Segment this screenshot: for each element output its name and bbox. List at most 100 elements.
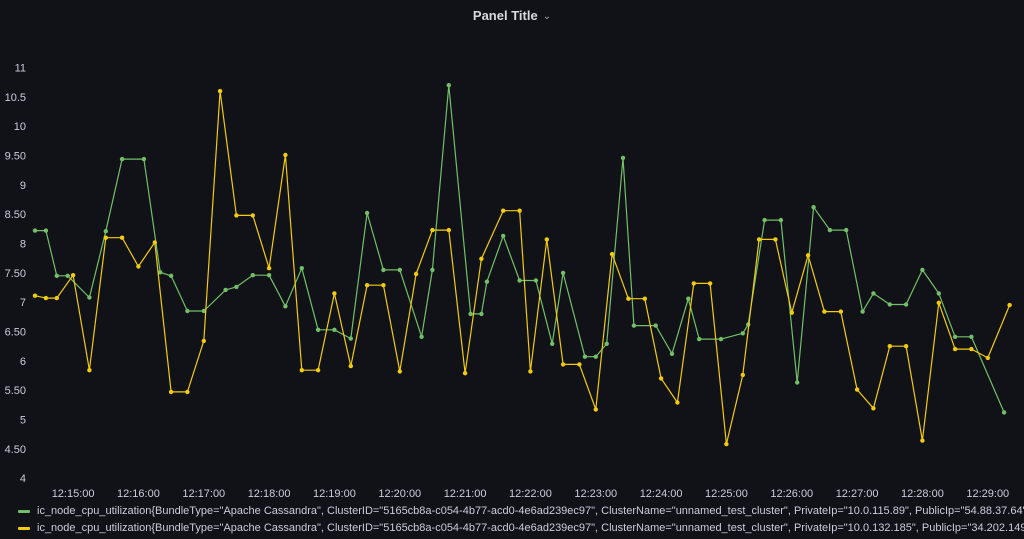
data-point <box>501 208 506 213</box>
data-point <box>778 217 784 223</box>
x-tick-label: 12:28:00 <box>901 488 944 500</box>
data-point <box>217 88 223 94</box>
chevron-down-icon[interactable]: ⌄ <box>542 10 552 22</box>
line-chart[interactable]: 4 4.50 5 5.50 6 6.50 7 7.50 8 8.50 9 9.50 10 10.5 11 12… <box>0 0 1024 500</box>
data-point <box>250 273 255 278</box>
data-point <box>152 240 157 245</box>
x-tick-label: 12:19:00 <box>313 488 356 500</box>
data-point <box>484 279 490 284</box>
data-point <box>560 270 566 276</box>
legend-item-series-1[interactable]: ic_node_cpu_utilization{BundleType="Apac… <box>18 503 1024 520</box>
data-point <box>936 300 941 305</box>
data-point <box>201 308 206 314</box>
panel-title[interactable]: Panel Title <box>472 7 538 23</box>
data-point <box>528 369 533 374</box>
data-point <box>332 327 337 332</box>
data-point <box>952 334 958 339</box>
data-point <box>43 228 49 233</box>
legend-item-series-2[interactable]: ic_node_cpu_utilization{BundleType="Apac… <box>18 520 1024 537</box>
data-point <box>299 266 304 271</box>
series-color-swatch <box>18 510 30 513</box>
data-point <box>517 208 522 213</box>
data-point <box>70 273 76 278</box>
data-point <box>560 362 566 367</box>
data-point <box>283 304 288 309</box>
data-point <box>141 156 147 162</box>
data-point <box>413 271 419 277</box>
y-tick-label: 11 <box>15 63 26 75</box>
data-point <box>54 273 59 278</box>
data-point <box>315 327 321 332</box>
data-point <box>609 251 615 257</box>
data-point <box>43 295 49 301</box>
data-point <box>658 376 664 381</box>
data-point <box>103 229 109 234</box>
data-point <box>234 284 239 290</box>
data-point <box>887 302 892 307</box>
y-tick-label: 5.50 <box>5 385 26 397</box>
data-point <box>686 296 691 301</box>
data-point <box>822 309 827 314</box>
y-tick-label: 6.50 <box>5 327 26 339</box>
data-point <box>501 233 506 239</box>
x-tick-label: 12:18:00 <box>248 488 291 500</box>
data-point <box>653 323 658 328</box>
data-point <box>54 295 59 301</box>
data-point <box>985 355 990 361</box>
data-point <box>87 295 92 300</box>
y-tick-label: 7.50 <box>5 268 26 280</box>
data-point <box>773 237 778 242</box>
x-tick-label: 12:15:00 <box>52 488 95 500</box>
x-tick-label: 12:29:00 <box>966 488 1009 500</box>
data-point <box>250 213 255 218</box>
series-line-1 <box>35 84 1005 413</box>
data-point <box>32 293 38 298</box>
data-point <box>871 406 876 411</box>
x-tick-label: 12:21:00 <box>444 488 487 500</box>
data-point <box>103 235 109 240</box>
data-point <box>430 267 435 273</box>
data-point <box>364 210 370 216</box>
data-point <box>936 291 941 296</box>
data-point <box>718 336 724 342</box>
data-point <box>795 380 800 385</box>
data-point <box>762 217 767 223</box>
series-color-swatch <box>18 527 30 530</box>
data-point <box>65 273 70 278</box>
data-point <box>364 283 370 288</box>
data-point <box>550 341 555 346</box>
data-point <box>168 389 174 395</box>
data-point <box>533 278 539 283</box>
data-point <box>462 371 468 376</box>
panel-header[interactable]: Panel Title ⌄ <box>0 0 1024 30</box>
data-point <box>544 237 549 242</box>
data-point <box>952 346 958 352</box>
data-point <box>626 296 631 301</box>
data-point <box>860 309 865 314</box>
data-point <box>789 310 794 315</box>
data-point <box>419 334 424 339</box>
x-tick-label: 12:25:00 <box>705 488 748 500</box>
y-tick-label: 10.5 <box>5 92 26 104</box>
x-tick-label: 12:26:00 <box>770 488 813 500</box>
data-point <box>479 256 484 261</box>
y-tick-label: 4.50 <box>5 444 26 456</box>
x-tick-label: 12:27:00 <box>836 488 879 500</box>
x-tick-label: 12:22:00 <box>509 488 552 500</box>
x-tick-label: 12:20:00 <box>378 488 421 500</box>
data-point <box>158 270 163 275</box>
data-point <box>223 287 228 293</box>
data-point <box>805 253 811 258</box>
data-point <box>168 273 174 278</box>
data-point <box>266 273 272 278</box>
y-tick-label: 5 <box>20 414 26 426</box>
series-line-2 <box>34 90 1011 445</box>
y-tick-label: 9 <box>20 180 26 192</box>
y-tick-label: 7 <box>20 297 26 309</box>
data-point <box>201 338 206 344</box>
y-tick-label: 9.50 <box>5 151 26 163</box>
legend-label: ic_node_cpu_utilization{BundleType="Apac… <box>37 505 1024 517</box>
data-point <box>234 213 239 218</box>
y-tick-label: 4 <box>20 473 26 485</box>
data-point <box>283 152 288 158</box>
